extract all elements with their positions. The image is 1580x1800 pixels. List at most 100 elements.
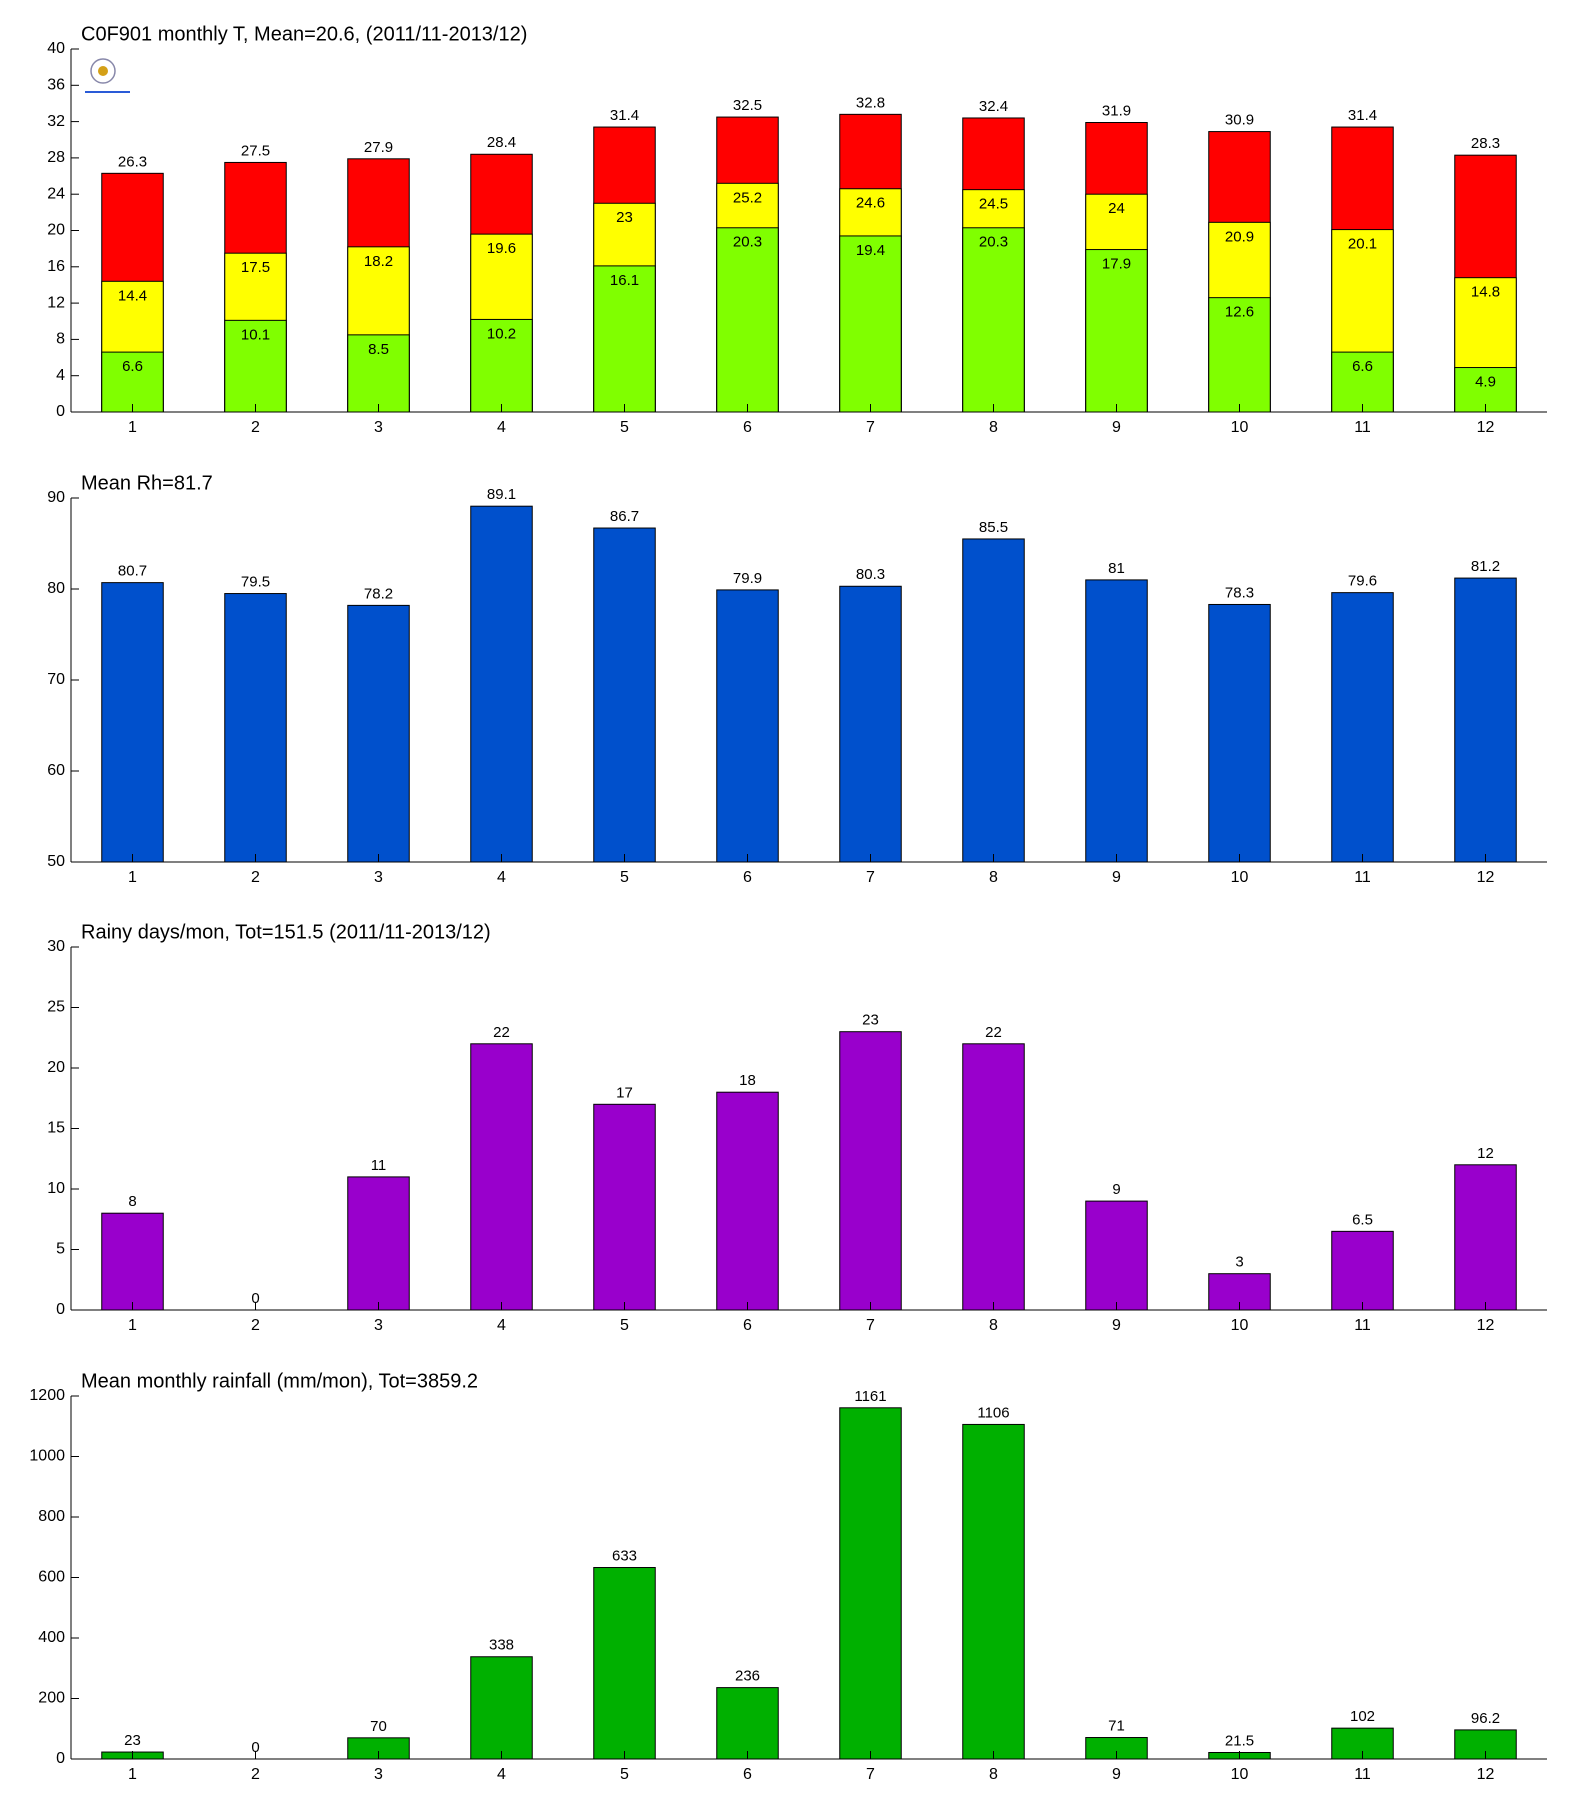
value-label: 85.5 xyxy=(979,519,1008,536)
x-tick-label: 10 xyxy=(1231,869,1249,886)
value-label: 79.5 xyxy=(241,574,270,591)
value-label: 19.4 xyxy=(856,242,885,259)
y-tick-label: 0 xyxy=(56,1301,65,1318)
x-tick-label: 10 xyxy=(1231,1317,1249,1334)
y-tick-label: 15 xyxy=(47,1120,65,1137)
x-tick-label: 2 xyxy=(251,1766,260,1783)
y-tick-label: 80 xyxy=(47,580,65,597)
x-tick-label: 2 xyxy=(251,419,260,436)
value-label: 17.9 xyxy=(1102,256,1131,273)
value-label: 70 xyxy=(370,1718,387,1735)
value-label: 27.9 xyxy=(364,139,393,156)
value-label: 32.5 xyxy=(733,97,762,114)
y-tick-label: 24 xyxy=(47,185,65,202)
bar xyxy=(1208,603,1271,863)
y-tick-label: 50 xyxy=(47,853,65,870)
x-tick-label: 1 xyxy=(128,869,137,886)
value-label: 1106 xyxy=(977,1404,1009,1421)
x-tick-label: 12 xyxy=(1477,869,1495,886)
value-label: 28.4 xyxy=(487,134,516,151)
bar xyxy=(347,604,410,863)
y-tick-label: 70 xyxy=(47,671,65,688)
bar xyxy=(470,1043,533,1311)
value-labels: 26.3 27.5 27.9 28.4 31.4 32.5 32.8 32.4 31.9 30.9… xyxy=(118,94,1500,390)
value-label: 80.3 xyxy=(856,566,885,583)
bar xyxy=(593,265,656,413)
value-label: 31.9 xyxy=(1102,102,1131,119)
value-label: 21.5 xyxy=(1225,1732,1254,1749)
x-tick-label: 9 xyxy=(1112,869,1121,886)
subplot: Mean monthly rainfall (mm/mon), Tot=3859… xyxy=(29,1370,1547,1783)
value-label: 20.3 xyxy=(733,234,762,251)
x-tick-label: 11 xyxy=(1354,1766,1371,1783)
value-label: 6.6 xyxy=(122,358,143,375)
value-label: 102 xyxy=(1350,1708,1375,1725)
bar xyxy=(839,1407,902,1760)
y-tick-label: 1200 xyxy=(29,1387,65,1404)
y-tick-label: 20 xyxy=(47,222,65,239)
value-label: 86.7 xyxy=(610,508,639,525)
bar xyxy=(839,585,902,863)
value-label: 17.5 xyxy=(241,259,270,276)
x-tick-label: 4 xyxy=(497,419,506,436)
x-tick-label: 2 xyxy=(251,1317,260,1334)
x-tick-label: 3 xyxy=(374,869,383,886)
x-tick-label: 3 xyxy=(374,1317,383,1334)
y-tick-label: 16 xyxy=(47,258,65,275)
x-tick-label: 4 xyxy=(497,1766,506,1783)
x-tick-label: 4 xyxy=(497,869,506,886)
bar xyxy=(716,1687,779,1760)
x-tick-label: 5 xyxy=(620,1766,629,1783)
x-tick-label: 11 xyxy=(1354,1317,1371,1334)
x-tick-label: 3 xyxy=(374,419,383,436)
x-tick-label: 10 xyxy=(1231,1766,1249,1783)
value-label: 31.4 xyxy=(610,107,639,124)
y-tick-label: 800 xyxy=(38,1508,65,1525)
value-label: 633 xyxy=(612,1547,637,1564)
value-labels: 23 0 70 338 633 236 1161 1106 71 21.5 102 96.2 xyxy=(124,1388,1500,1756)
value-label: 32.4 xyxy=(979,98,1008,115)
bar xyxy=(101,582,164,863)
value-label: 78.2 xyxy=(364,585,393,602)
x-tick-label: 5 xyxy=(620,1317,629,1334)
x-tick-label: 6 xyxy=(743,1317,752,1334)
x-tick-label: 7 xyxy=(866,869,875,886)
chart-title: Mean Rh=81.7 xyxy=(81,472,213,494)
logo-center xyxy=(98,66,108,76)
y-tick-label: 32 xyxy=(47,113,65,130)
value-label: 11 xyxy=(371,1157,387,1174)
x-tick-label: 1 xyxy=(128,1317,137,1334)
value-label: 80.7 xyxy=(118,563,147,580)
value-label: 12 xyxy=(1477,1145,1494,1162)
x-tick-label: 7 xyxy=(866,1766,875,1783)
value-label: 8 xyxy=(128,1193,136,1210)
value-label: 20.3 xyxy=(979,234,1008,251)
bar xyxy=(1085,579,1148,863)
y-tick-label: 20 xyxy=(47,1059,65,1076)
bar xyxy=(101,351,164,413)
bar xyxy=(470,1656,533,1760)
bar xyxy=(1331,351,1394,413)
subplot: C0F901 monthly T, Mean=20.6, (2011/11-20… xyxy=(47,23,1547,436)
value-label: 23 xyxy=(616,209,633,226)
value-label: 20.1 xyxy=(1348,236,1377,253)
value-label: 16.1 xyxy=(610,272,639,289)
value-label: 27.5 xyxy=(241,142,270,159)
value-label: 25.2 xyxy=(733,189,762,206)
y-tick-label: 10 xyxy=(47,1180,65,1197)
x-tick-label: 5 xyxy=(620,869,629,886)
value-label: 9 xyxy=(1112,1181,1120,1198)
x-tick-label: 8 xyxy=(989,419,998,436)
value-label: 23 xyxy=(124,1732,141,1749)
x-tick-label: 11 xyxy=(1354,869,1371,886)
x-tick-label: 9 xyxy=(1112,419,1121,436)
value-label: 28.3 xyxy=(1471,135,1500,152)
bar xyxy=(716,589,779,863)
bar xyxy=(470,318,533,413)
value-label: 10.2 xyxy=(487,325,516,342)
value-label: 79.9 xyxy=(733,570,762,587)
x-tick-label: 1 xyxy=(128,419,137,436)
bar xyxy=(839,235,902,413)
x-tick-label: 7 xyxy=(866,419,875,436)
